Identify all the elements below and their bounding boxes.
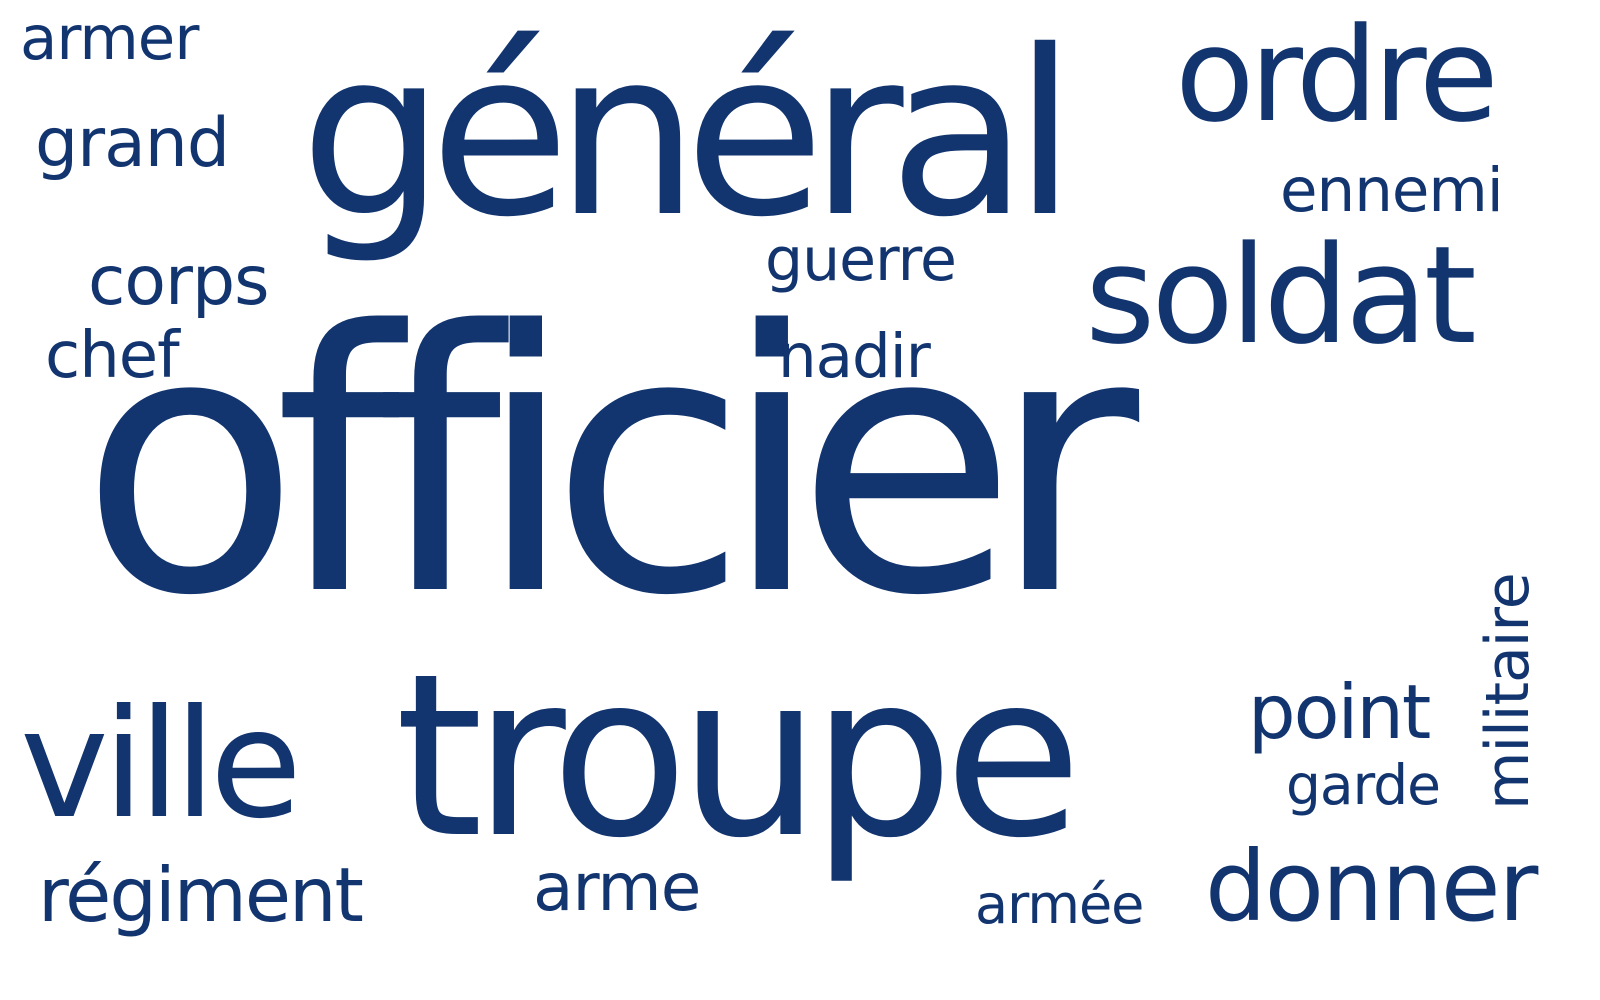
word-ville: ville — [20, 678, 302, 852]
word-grand: grand — [35, 104, 230, 183]
word-ennemi: ennemi — [1280, 155, 1504, 226]
word-militaire: militaire — [1473, 573, 1543, 810]
word-garde: garde — [1286, 753, 1441, 817]
word-donner: donner — [1205, 830, 1538, 943]
word-arme: arme — [533, 849, 701, 926]
word-corps: corps — [88, 242, 270, 321]
word-officier: officier — [80, 255, 1139, 674]
word-armer: armer — [20, 3, 199, 74]
word-nadir: nadir — [778, 321, 931, 392]
word-chef: chef — [45, 319, 180, 393]
word-armee: armée — [975, 873, 1144, 936]
word-ordre: ordre — [1175, 0, 1499, 151]
word-guerre: guerre — [765, 225, 957, 295]
word-general: général — [300, 1, 1077, 267]
word-point: point — [1248, 668, 1431, 756]
word-regiment: régiment — [38, 851, 364, 939]
word-troupe: troupe — [395, 626, 1082, 888]
word-soldat: soldat — [1085, 217, 1477, 374]
